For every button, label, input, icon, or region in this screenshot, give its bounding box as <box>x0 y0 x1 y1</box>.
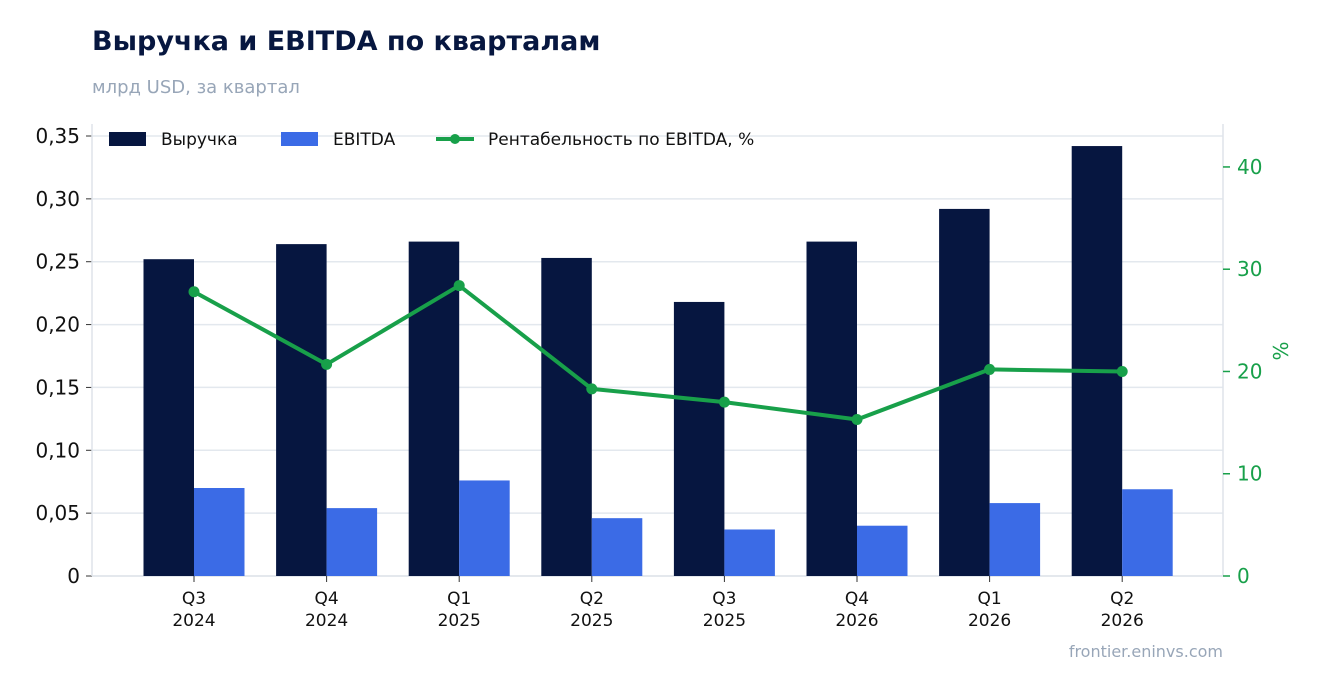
x-tick-label-year: 2025 <box>703 611 746 631</box>
y-left-tick-label: 0,30 <box>35 187 80 211</box>
margin-series-line <box>193 283 1123 422</box>
ebitda-bar <box>591 518 643 576</box>
axes: 0 0,05 0,10 0,15 0,20 0,25 0,30 0,35 0 10 20 30 40% Q… <box>35 124 1293 631</box>
legend-label-ebitda: EBITDA <box>333 130 396 150</box>
ebitda-bar <box>857 525 908 576</box>
x-tick-label-year: 2024 <box>172 611 215 631</box>
revenue-bar <box>673 301 725 576</box>
revenue-bar <box>408 241 460 576</box>
ebitda-bar <box>724 529 775 576</box>
x-tick-label-year: 2026 <box>1101 611 1144 631</box>
margin-point <box>718 396 730 408</box>
y-right-tick-label: 30 <box>1237 257 1262 281</box>
legend-swatch-revenue <box>109 132 146 146</box>
ebitda-bar <box>326 508 378 576</box>
y-left-tick-label: 0 <box>67 564 80 588</box>
y-left-tick-label: 0,10 <box>35 438 80 462</box>
ebitda-bar <box>989 503 1041 576</box>
x-tick-label-year: 2025 <box>438 611 481 631</box>
legend-label-margin: Рентабельность по EBITDA, % <box>488 130 754 150</box>
y-left-tick-label: 0,25 <box>35 250 80 274</box>
grid-lines <box>92 135 1223 577</box>
revenue-bar <box>1071 146 1123 577</box>
chart-title: Выручка и EBITDA по кварталам <box>92 26 601 57</box>
margin-point <box>1116 365 1128 377</box>
x-tick-label-year: 2024 <box>305 611 348 631</box>
x-tick-label-quarter: Q4 <box>314 589 338 609</box>
ebitda-bar <box>194 488 245 576</box>
revenue-bar <box>143 259 194 576</box>
x-tick-label-quarter: Q1 <box>447 589 471 609</box>
x-tick-label-quarter: Q2 <box>580 589 604 609</box>
source-credit: frontier.eninvs.com <box>1068 642 1223 661</box>
legend-swatch-ebitda <box>281 132 318 146</box>
y-left-tick-label: 0,20 <box>35 313 80 337</box>
margin-line <box>188 280 1128 426</box>
revenue-bar <box>806 241 857 576</box>
y-left-tick-label: 0,35 <box>35 124 80 148</box>
x-tick-label-quarter: Q2 <box>1110 589 1134 609</box>
x-tick-label-year: 2026 <box>835 611 878 631</box>
legend-label-revenue: Выручка <box>161 130 238 150</box>
x-tick-label-quarter: Q3 <box>712 589 736 609</box>
chart-subtitle: млрд USD, за квартал <box>92 77 300 98</box>
ebitda-bar <box>459 480 510 576</box>
y-right-tick-label: 20 <box>1237 359 1262 383</box>
margin-point <box>851 414 863 426</box>
x-tick-label-year: 2025 <box>570 611 613 631</box>
bars <box>143 146 1173 577</box>
y-right-tick-label: 10 <box>1237 462 1262 486</box>
x-tick-label-quarter: Q3 <box>182 589 206 609</box>
margin-point <box>453 280 465 292</box>
margin-point <box>586 383 598 395</box>
revenue-bar <box>939 208 990 576</box>
x-tick-label-quarter: Q4 <box>845 589 869 609</box>
margin-point <box>984 363 996 375</box>
revenue-bar <box>541 257 592 576</box>
y-right-tick-label: 0 <box>1237 564 1250 588</box>
ebitda-bar <box>1122 489 1173 576</box>
x-tick-label-quarter: Q1 <box>977 589 1001 609</box>
y-left-tick-label: 0,15 <box>35 375 80 399</box>
revenue-bar <box>276 244 327 576</box>
y-left-tick-label: 0,05 <box>35 501 80 525</box>
y-right-axis-label: % <box>1269 341 1293 360</box>
legend: Выручка EBITDA Рентабельность по EBITDA, % <box>109 130 754 150</box>
y-right-tick-label: 40 <box>1237 155 1262 179</box>
margin-point <box>188 286 200 298</box>
margin-point <box>321 358 333 370</box>
x-tick-label-year: 2026 <box>968 611 1011 631</box>
legend-swatch-margin-point <box>450 134 460 144</box>
